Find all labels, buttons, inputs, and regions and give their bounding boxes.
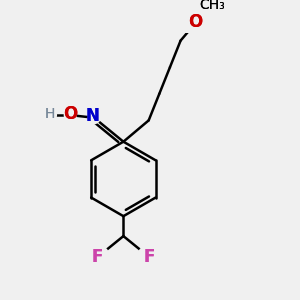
- Text: F: F: [92, 248, 103, 266]
- Circle shape: [88, 112, 100, 124]
- Text: H: H: [45, 107, 56, 121]
- Circle shape: [203, 2, 217, 15]
- Text: F: F: [144, 248, 155, 266]
- Circle shape: [96, 248, 108, 259]
- Text: O: O: [63, 105, 77, 123]
- Text: CH₃: CH₃: [200, 0, 225, 12]
- Text: O: O: [63, 105, 77, 123]
- Text: CH₃: CH₃: [200, 0, 225, 12]
- Circle shape: [139, 248, 151, 259]
- Text: N: N: [86, 107, 100, 125]
- Circle shape: [189, 17, 201, 29]
- Text: F: F: [92, 248, 103, 266]
- Text: H: H: [45, 107, 56, 121]
- Text: F: F: [144, 248, 155, 266]
- Text: O: O: [188, 13, 202, 31]
- Text: O: O: [188, 13, 202, 31]
- Text: N: N: [86, 107, 100, 125]
- Circle shape: [47, 110, 56, 120]
- Circle shape: [64, 109, 76, 121]
